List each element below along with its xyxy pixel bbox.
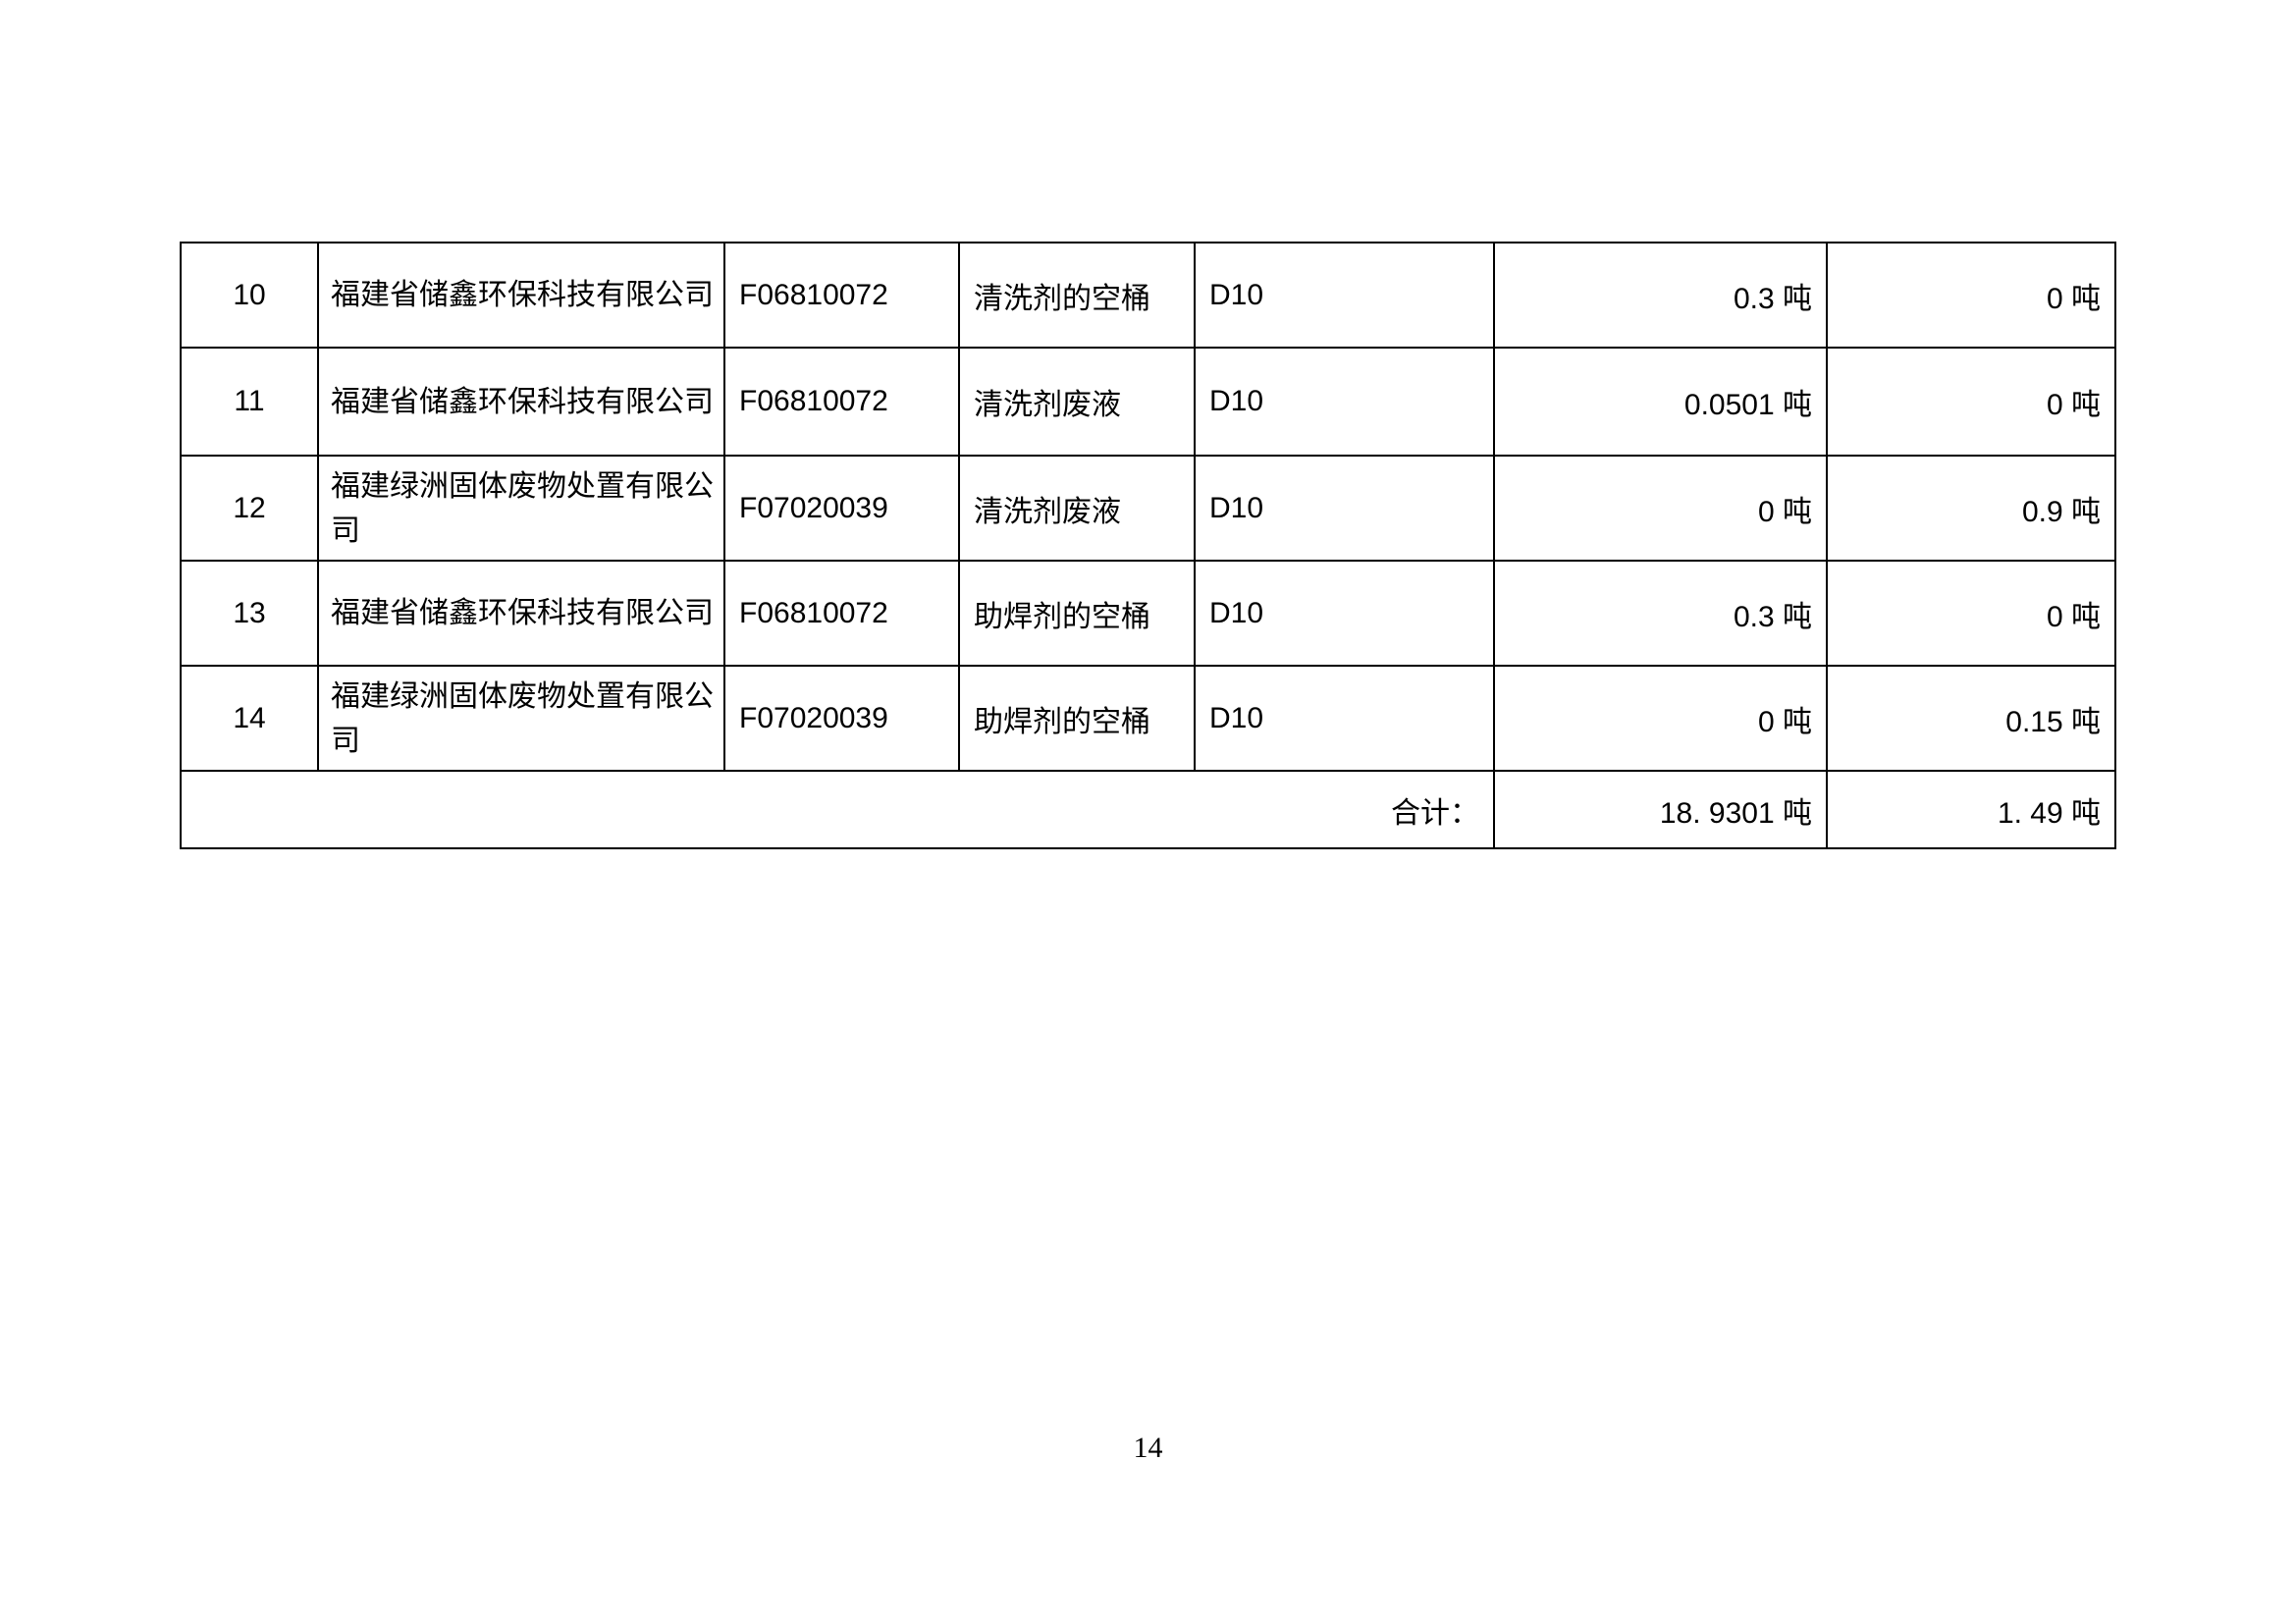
waste-name-cell: 清洗剂的空桶 [958,242,1196,349]
table-row: 10 福建省储鑫环保科技有限公司 F06810072 清洗剂的空桶 D10 0.… [180,242,2116,349]
qty-a-cell: 0.0501 吨 [1493,347,1828,457]
qty-a-cell: 0.3 吨 [1493,560,1828,667]
waste-code-cell: F06810072 [723,242,960,349]
table-row: 14 福建绿洲固体废物处置有限公司 F07020039 助焊剂的空桶 D10 0… [180,665,2116,772]
company-cell: 福建省储鑫环保科技有限公司 [317,242,725,349]
hazardous-waste-table: 10 福建省储鑫环保科技有限公司 F06810072 清洗剂的空桶 D10 0.… [180,242,2116,849]
row-number-cell: 14 [180,665,319,772]
total-label: 合计： [180,770,1495,849]
waste-name-cell: 清洗剂废液 [958,347,1196,457]
disposal-method-cell: D10 [1194,560,1495,667]
company-cell: 福建省储鑫环保科技有限公司 [317,560,725,667]
row-number-cell: 12 [180,455,319,562]
qty-b-cell: 0.9 吨 [1826,455,2116,562]
total-row: 合计： 18. 9301 吨 1. 49 吨 [180,770,2116,849]
qty-b-cell: 0 吨 [1826,560,2116,667]
qty-a-cell: 0.3 吨 [1493,242,1828,349]
disposal-method-cell: D10 [1194,455,1495,562]
row-number-cell: 11 [180,347,319,457]
waste-code-cell: F06810072 [723,560,960,667]
waste-code-cell: F07020039 [723,665,960,772]
table-row: 12 福建绿洲固体废物处置有限公司 F07020039 清洗剂废液 D10 0 … [180,455,2116,562]
table-row: 13 福建省储鑫环保科技有限公司 F06810072 助焊剂的空桶 D10 0.… [180,560,2116,667]
company-cell: 福建省储鑫环保科技有限公司 [317,347,725,457]
waste-code-cell: F06810072 [723,347,960,457]
disposal-method-cell: D10 [1194,665,1495,772]
page-number: 14 [1133,1432,1163,1464]
table-row: 11 福建省储鑫环保科技有限公司 F06810072 清洗剂废液 D10 0.0… [180,347,2116,457]
row-number-cell: 10 [180,242,319,349]
qty-a-cell: 0 吨 [1493,665,1828,772]
waste-name-cell: 助焊剂的空桶 [958,665,1196,772]
disposal-method-cell: D10 [1194,242,1495,349]
row-number-cell: 13 [180,560,319,667]
disposal-method-cell: D10 [1194,347,1495,457]
qty-b-cell: 0.15 吨 [1826,665,2116,772]
waste-name-cell: 清洗剂废液 [958,455,1196,562]
qty-b-cell: 0 吨 [1826,242,2116,349]
qty-b-cell: 0 吨 [1826,347,2116,457]
company-cell: 福建绿洲固体废物处置有限公司 [317,665,725,772]
waste-name-cell: 助焊剂的空桶 [958,560,1196,667]
qty-a-cell: 0 吨 [1493,455,1828,562]
total-qty-a: 18. 9301 吨 [1493,770,1828,849]
company-cell: 福建绿洲固体废物处置有限公司 [317,455,725,562]
total-qty-b: 1. 49 吨 [1826,770,2116,849]
waste-code-cell: F07020039 [723,455,960,562]
